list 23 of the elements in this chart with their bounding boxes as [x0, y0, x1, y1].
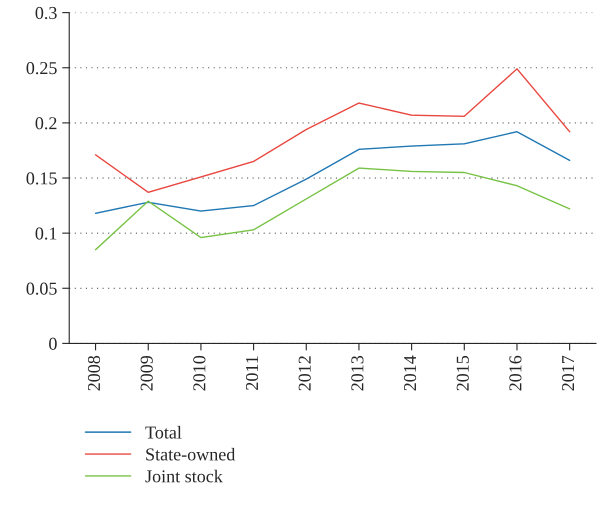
x-tick-label: 2012	[298, 356, 311, 391]
x-tick-label: 2010	[193, 356, 206, 391]
x-tick-label: 2009	[140, 356, 153, 391]
x-tick-label: 2013	[351, 356, 364, 391]
line-series	[94, 131, 570, 214]
y-tick-label: 0.05	[26, 282, 57, 295]
x-tick-label: 2016	[509, 356, 522, 391]
y-tick-label: 0.2	[36, 117, 56, 130]
x-tick-label: 2017	[562, 356, 574, 391]
legend-label: Total	[145, 426, 182, 439]
legend-label: State-owned	[146, 448, 236, 461]
line-series	[94, 68, 570, 194]
x-tick-label: 2015	[456, 356, 469, 391]
x-tick-label: 2008	[88, 356, 100, 391]
x-tick-label: 2014	[404, 355, 416, 391]
y-tick-label: 0.15	[26, 172, 57, 185]
x-tick-label: 2011	[246, 356, 258, 390]
legend-label: Joint stock	[145, 470, 223, 482]
y-tick-label: 0.25	[26, 62, 57, 74]
y-tick-label: 0.1	[36, 227, 56, 240]
y-tick-label: 0.3	[36, 6, 57, 20]
y-tick-label: 0	[49, 338, 57, 350]
line-series	[94, 167, 570, 250]
